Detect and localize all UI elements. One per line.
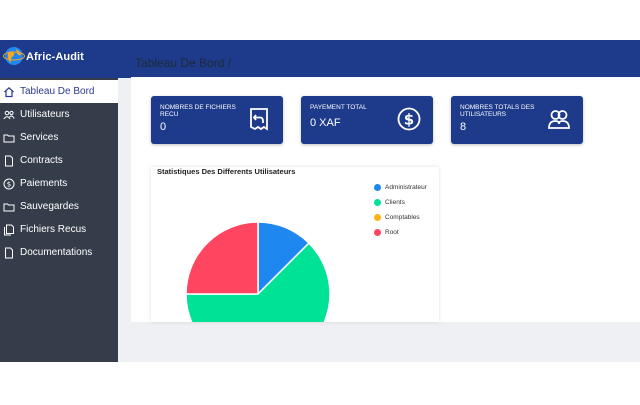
- legend-item-administrateur[interactable]: Administrateur: [374, 180, 427, 195]
- card-value: 8: [460, 121, 467, 133]
- brand-header[interactable]: Afric-Audit: [0, 40, 118, 78]
- card-label: NOMBRES DE FICHIERS RECU: [160, 104, 236, 118]
- home-icon: [2, 85, 15, 98]
- legend-label: Administrateur: [385, 184, 427, 191]
- legend-item-root[interactable]: Root: [374, 225, 427, 240]
- card-label: PAYEMENT TOTAL: [310, 104, 367, 111]
- receipt-return-icon: [250, 108, 268, 131]
- stat-card-utilisateurs[interactable]: NOMBRES TOTALS DES UTILISATEURS 8: [451, 96, 583, 144]
- sidebar-item-label: Paiements: [20, 178, 68, 189]
- sidebar-item-label: Sauvegardes: [20, 201, 79, 212]
- sidebar-item-label: Contracts: [20, 155, 63, 166]
- sidebar-item-label: Tableau De Bord: [20, 86, 95, 97]
- card-label: NOMBRES TOTALS DES UTILISATEURS: [460, 104, 535, 118]
- card-value: 0: [160, 121, 167, 133]
- page-title: Tableau De Bord /: [135, 56, 232, 70]
- top-bar: [118, 40, 640, 78]
- users-icon: [548, 110, 570, 129]
- legend-label: Clients: [385, 199, 405, 206]
- sidebar-item-documentations[interactable]: Documentations: [0, 241, 118, 264]
- sidebar-item-label: Documentations: [20, 247, 93, 258]
- file-icon: [2, 154, 15, 167]
- pie-slice-root[interactable]: [185, 221, 259, 295]
- chart-title: Statistiques Des Differents Utilisateurs: [157, 167, 296, 176]
- svg-text:$: $: [404, 111, 414, 129]
- chart-legend: Administrateur Clients Comptables Root: [374, 180, 427, 240]
- sidebar-item-services[interactable]: Services: [0, 126, 118, 149]
- sidebar: Afric-Audit Tableau De Bord Utilisateurs…: [0, 40, 118, 362]
- legend-dot: [374, 199, 381, 206]
- chart-panel: [151, 167, 439, 322]
- sidebar-nav: Tableau De Bord Utilisateurs Services Co…: [0, 80, 118, 264]
- file-icon: [2, 246, 15, 259]
- sidebar-item-fichiers-recus[interactable]: Fichiers Recus: [0, 218, 118, 241]
- sidebar-item-label: Fichiers Recus: [20, 224, 87, 235]
- pie-chart: [185, 221, 331, 322]
- globe-logo-icon: [3, 47, 25, 65]
- legend-item-clients[interactable]: Clients: [374, 195, 427, 210]
- dollar-circle-icon: $: [397, 107, 421, 131]
- stat-card-payement[interactable]: PAYEMENT TOTAL 0 XAF $: [301, 96, 433, 144]
- legend-dot: [374, 184, 381, 191]
- sidebar-item-sauvegardes[interactable]: Sauvegardes: [0, 195, 118, 218]
- legend-label: Root: [385, 229, 399, 236]
- legend-label: Comptables: [385, 214, 420, 221]
- legend-item-comptables[interactable]: Comptables: [374, 210, 427, 225]
- card-value: 0 XAF: [310, 117, 341, 129]
- sidebar-item-paiements[interactable]: $ Paiements: [0, 172, 118, 195]
- sidebar-item-tableau-de-bord[interactable]: Tableau De Bord: [0, 80, 118, 103]
- pie-slice-clients[interactable]: [185, 242, 331, 322]
- legend-dot: [374, 214, 381, 221]
- folder-icon: [2, 200, 15, 213]
- brand-name: Afric-Audit: [26, 51, 84, 63]
- sidebar-item-utilisateurs[interactable]: Utilisateurs: [0, 103, 118, 126]
- dollar-icon: $: [2, 177, 15, 190]
- folder-icon: [2, 131, 15, 144]
- sidebar-item-label: Utilisateurs: [20, 109, 70, 120]
- users-icon: [2, 108, 15, 121]
- sidebar-item-contracts[interactable]: Contracts: [0, 149, 118, 172]
- stat-card-fichiers[interactable]: NOMBRES DE FICHIERS RECU 0: [151, 96, 283, 144]
- files-icon: [2, 223, 15, 236]
- legend-dot: [374, 229, 381, 236]
- sidebar-item-label: Services: [20, 132, 59, 143]
- svg-text:$: $: [6, 180, 10, 188]
